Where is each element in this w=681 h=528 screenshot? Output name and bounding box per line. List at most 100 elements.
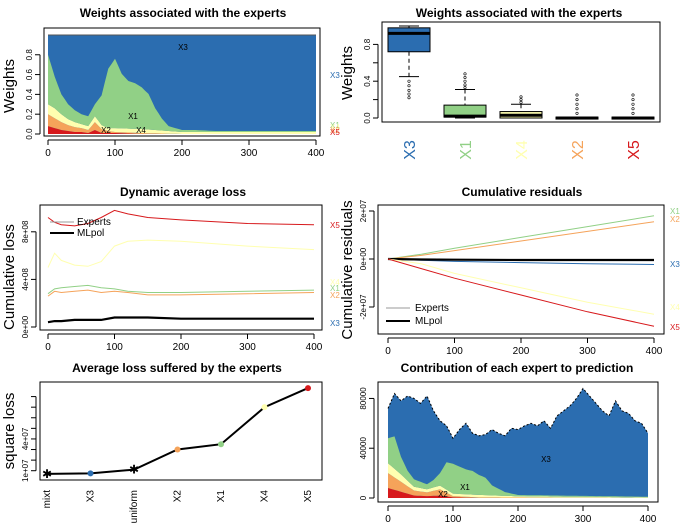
y-tick-label: 8e+08 — [21, 220, 30, 243]
right-label-X5: X5 — [670, 323, 680, 332]
series-line-MLpol — [47, 316, 314, 324]
y-tick-label: 0.4 — [363, 75, 372, 87]
y-tick-label: 0 — [359, 495, 368, 500]
marker-star: ✱ — [129, 463, 139, 477]
legend-label-mlpol: MLpol — [77, 228, 104, 239]
y-axis-label: Weights — [339, 46, 356, 100]
y-tick-label: 0e+00 — [359, 247, 368, 270]
marker-point-X4 — [261, 404, 268, 411]
right-label-X2: X2 — [670, 215, 680, 224]
plot-frame — [39, 204, 323, 331]
y-tick-label: 0.6 — [25, 68, 34, 80]
x-tick-label: 200 — [173, 342, 190, 353]
category-label: X1 — [216, 490, 227, 503]
right-label-X2: X2 — [330, 291, 340, 300]
outlier-point — [575, 111, 579, 115]
outlier-point — [407, 96, 411, 100]
y-tick-label: 0.2 — [25, 108, 34, 120]
y-tick-label: 0.8 — [25, 49, 34, 61]
x-tick-label: 300 — [579, 346, 596, 357]
x-tick-label: 100 — [445, 514, 462, 525]
area-label: X2 — [438, 490, 448, 499]
outlier-point — [575, 98, 579, 102]
marker-point-X5 — [305, 385, 311, 392]
right-label-X1: X1 — [330, 284, 340, 293]
x-tick-label: 0 — [45, 342, 51, 353]
outlier-point — [407, 92, 411, 96]
area-label: X3 — [541, 455, 551, 464]
outlier-point — [631, 93, 635, 97]
right-label-X2: X2 — [330, 126, 340, 135]
outlier-point — [407, 84, 411, 88]
area-X3 — [388, 388, 648, 498]
outlier-point — [575, 107, 579, 111]
y-tick-label: 2e+07 — [359, 199, 368, 222]
x-tick-label: 400 — [306, 342, 323, 353]
right-label-X3: X3 — [330, 71, 340, 80]
panel-dynamic-average-loss: Dynamic average loss Cumulative loss Exp… — [1, 185, 340, 353]
outlier-point — [463, 76, 467, 80]
area-label: X1 — [460, 483, 470, 492]
y-tick-label: 0e+00 — [21, 315, 30, 338]
y-axis-label: square loss — [1, 393, 18, 470]
x-tick-label: 200 — [174, 148, 191, 159]
y-axis-label: Weights — [1, 59, 18, 113]
area-X5 — [48, 126, 316, 134]
category-label-X4: X4 — [514, 140, 531, 160]
category-label: X4 — [260, 490, 271, 503]
category-label: mixt — [42, 490, 53, 509]
series-line-X1 — [47, 284, 315, 295]
x-tick-label: 100 — [106, 342, 123, 353]
category-label: X3 — [86, 490, 97, 503]
y-axis-label: Cumulative loss — [1, 224, 18, 330]
category-label-X2: X2 — [570, 140, 587, 160]
chart-title: Contribution of each expert to predictio… — [401, 361, 634, 375]
x-tick-label: 400 — [308, 148, 325, 159]
plot-frame — [381, 21, 661, 123]
chart-title: Weights associated with the experts — [416, 6, 623, 20]
area-label: X2 — [101, 126, 111, 135]
outlier-point — [631, 102, 635, 106]
right-label-X4: X4 — [330, 123, 340, 132]
plot-frame — [377, 204, 665, 335]
panel-weights-boxplot: Weights associated with the experts Weig… — [339, 6, 661, 160]
chart-title: Average loss suffered by the experts — [72, 361, 282, 375]
series-line-X2 — [47, 289, 315, 297]
outlier-point — [631, 111, 635, 115]
area-label: X1 — [128, 112, 138, 121]
y-tick-label: 4e+08 — [21, 268, 30, 291]
outlier-point — [463, 86, 467, 90]
y-tick-label: 0.0 — [25, 128, 34, 140]
marker-point-X2 — [174, 446, 181, 453]
category-label-X5: X5 — [626, 140, 643, 160]
panel-average-loss-experts: Average loss suffered by the experts squ… — [1, 361, 323, 523]
category-label-X3: X3 — [402, 140, 419, 160]
x-tick-label: 400 — [640, 514, 657, 525]
area-X1 — [388, 436, 648, 498]
legend-label-mlpol: MLpol — [415, 316, 442, 327]
series-line-X5 — [47, 209, 315, 227]
right-label-X4: X4 — [330, 278, 340, 287]
series-line-MLpol — [387, 257, 654, 262]
legend-label-experts: Experts — [415, 303, 449, 314]
x-tick-label: 100 — [446, 346, 463, 357]
x-tick-label: 0 — [45, 148, 51, 159]
box-X3 — [387, 27, 431, 53]
area-X1 — [48, 54, 316, 132]
category-label: X2 — [173, 490, 184, 503]
x-tick-label: 200 — [513, 346, 530, 357]
category-label-X1: X1 — [458, 140, 475, 160]
y-tick-label: 0.8 — [363, 38, 372, 50]
y-axis-label: Cumulative residuals — [339, 200, 356, 339]
right-label-X4: X4 — [670, 303, 680, 312]
x-tick-label: 400 — [646, 346, 663, 357]
x-tick-label: 300 — [239, 342, 256, 353]
category-label: X5 — [303, 490, 314, 503]
average-loss-line — [46, 387, 309, 475]
plot-frame — [377, 381, 659, 503]
x-tick-label: 200 — [510, 514, 527, 525]
series-line-X1 — [387, 215, 655, 260]
right-label-X5: X5 — [330, 128, 340, 137]
plot-frame — [43, 27, 321, 137]
